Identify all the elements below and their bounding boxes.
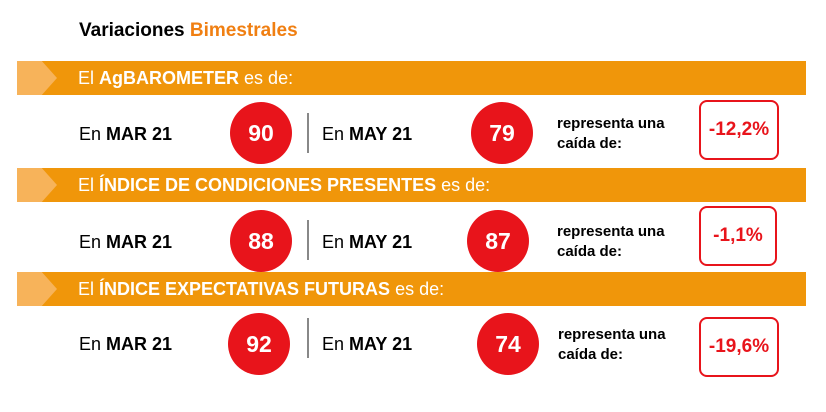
row-agbarometer: En MAR 21 90 En MAY 21 79 representa una… (0, 95, 826, 175)
divider (307, 220, 309, 260)
change-text: representa una caída de: (558, 325, 666, 365)
change-line: caída de: (558, 346, 624, 363)
band-agbarometer: El AgBAROMETER es de: (17, 61, 806, 95)
chevron-arrow-icon (17, 168, 57, 202)
change-line: representa una (558, 326, 666, 343)
band-expectativas-futuras: El ÍNDICE EXPECTATIVAS FUTURAS es de: (17, 272, 806, 306)
band-label: El ÍNDICE DE CONDICIONES PRESENTES es de… (78, 175, 490, 196)
change-line: representa una (557, 115, 665, 132)
period: MAY 21 (349, 334, 413, 354)
page-title: Variaciones Bimestrales (79, 20, 298, 42)
band-condiciones-presentes: El ÍNDICE DE CONDICIONES PRESENTES es de… (17, 168, 806, 202)
en-word: En (322, 124, 345, 144)
period: MAY 21 (349, 232, 413, 252)
row-condiciones-presentes: En MAR 21 88 En MAY 21 87 representa una… (0, 202, 826, 282)
value-circle-from: 88 (230, 210, 292, 272)
to-label: En MAY 21 (322, 334, 412, 355)
divider (307, 318, 309, 358)
period: MAR 21 (106, 124, 173, 144)
band-bold: AgBAROMETER (99, 68, 240, 88)
from-label: En MAR 21 (79, 232, 172, 253)
band-prefix: El (78, 279, 95, 299)
en-word: En (79, 124, 102, 144)
to-label: En MAY 21 (322, 232, 412, 253)
value-circle-from: 90 (230, 102, 292, 164)
band-bold: ÍNDICE DE CONDICIONES PRESENTES (99, 175, 437, 195)
change-line: caída de: (557, 135, 623, 152)
change-text: representa una caída de: (557, 222, 665, 262)
to-label: En MAY 21 (322, 124, 412, 145)
change-line: representa una (557, 223, 665, 240)
change-value-box: -12,2% (699, 100, 779, 160)
change-value-box: -19,6% (699, 317, 779, 377)
band-bold: ÍNDICE EXPECTATIVAS FUTURAS (99, 279, 391, 299)
band-label: El ÍNDICE EXPECTATIVAS FUTURAS es de: (78, 279, 444, 300)
band-suffix: es de: (244, 68, 294, 88)
band-label: El AgBAROMETER es de: (78, 68, 293, 89)
band-prefix: El (78, 68, 95, 88)
chevron-arrow-icon (17, 272, 57, 306)
chevron-arrow-icon (17, 61, 57, 95)
band-prefix: El (78, 175, 95, 195)
title-prefix: Variaciones (79, 20, 185, 41)
value-circle-to: 74 (477, 313, 539, 375)
en-word: En (79, 334, 102, 354)
change-text: representa una caída de: (557, 114, 665, 154)
period: MAR 21 (106, 232, 173, 252)
divider (307, 113, 309, 153)
value-circle-from: 92 (228, 313, 290, 375)
from-label: En MAR 21 (79, 334, 172, 355)
row-expectativas-futuras: En MAR 21 92 En MAY 21 74 representa una… (0, 306, 826, 386)
en-word: En (322, 232, 345, 252)
change-value-box: -1,1% (699, 206, 777, 266)
from-label: En MAR 21 (79, 124, 172, 145)
period: MAR 21 (106, 334, 173, 354)
period: MAY 21 (349, 124, 413, 144)
value-circle-to: 79 (471, 102, 533, 164)
title-accent: Bimestrales (189, 20, 298, 41)
change-line: caída de: (557, 243, 623, 260)
value-circle-to: 87 (467, 210, 529, 272)
en-word: En (79, 232, 102, 252)
band-suffix: es de: (441, 175, 491, 195)
band-suffix: es de: (395, 279, 445, 299)
en-word: En (322, 334, 345, 354)
